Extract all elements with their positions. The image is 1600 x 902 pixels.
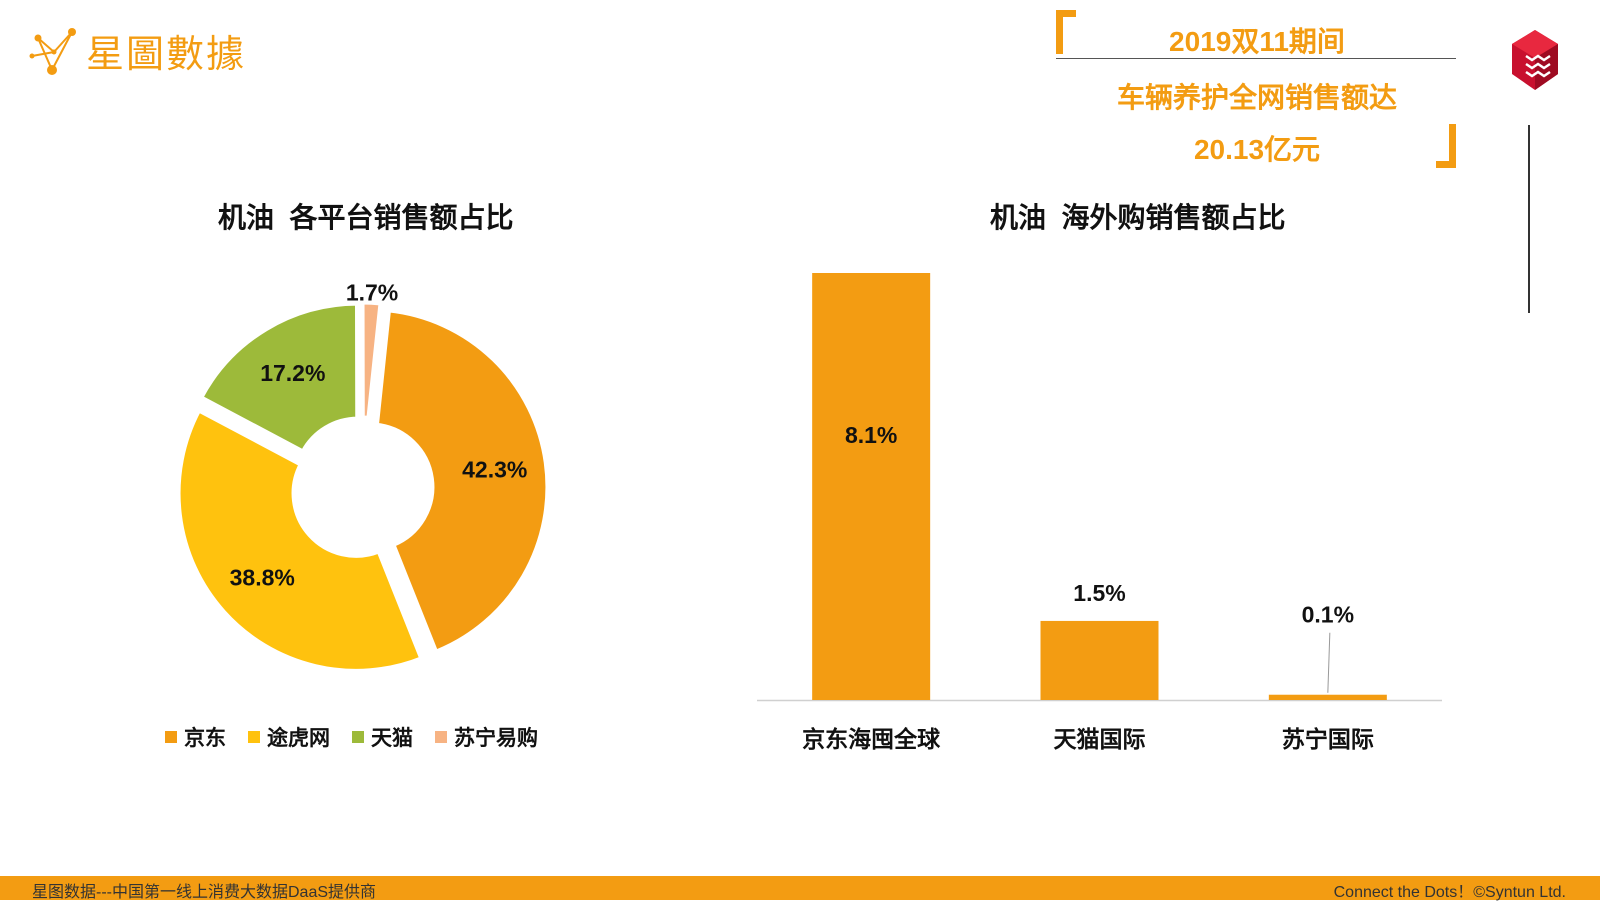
red-cube-logo-icon <box>1512 30 1558 90</box>
legend-swatch <box>352 731 364 743</box>
bar-category-label: 天猫国际 <box>1054 726 1146 752</box>
pie-slice <box>359 299 384 422</box>
pie-slice <box>175 406 426 674</box>
brand-name: 星圖數據 <box>86 33 247 76</box>
bar-value-label: 8.1% <box>845 422 897 448</box>
legend-label: 天猫 <box>371 727 413 750</box>
pie-slice-label: 17.2% <box>260 360 325 386</box>
bar-chart-title: 机油 海外购销售额占比 <box>990 202 1286 233</box>
brand-logo: 星圖數據 <box>28 18 246 82</box>
bar <box>812 273 931 700</box>
bar <box>1040 620 1159 700</box>
legend-swatch <box>248 731 260 743</box>
pie-slice-label: 42.3% <box>462 457 527 483</box>
headline-line-3: 20.13亿元 <box>1193 134 1321 165</box>
bar-value-label: 0.1% <box>1302 602 1354 628</box>
bar-value-label: 1.5% <box>1073 580 1125 606</box>
footer-copyright: Connect the Dots！©Syntun Ltd. <box>1333 884 1566 901</box>
headline-box: 2019双11期间 车辆养护全网销售额达 20.13亿元 <box>1052 8 1462 173</box>
legend-label: 途虎网 <box>267 727 330 750</box>
legend-item-tuhu: 途虎网 <box>248 722 330 752</box>
footer-tagline: 星图数据---中国第一线上消费大数据DaaS提供商 <box>32 884 377 901</box>
pie-chart-title: 机油 各平台销售额占比 <box>218 202 514 233</box>
bar-category-label: 苏宁国际 <box>1282 726 1374 752</box>
pie-slice <box>197 300 361 456</box>
footer-bar: 星图数据---中国第一线上消费大数据DaaS提供商 Connect the Do… <box>0 876 1600 901</box>
pie-legend: 京东 途虎网 天猫 苏宁易购 <box>165 722 538 752</box>
pie-slice-label: 1.7% <box>346 279 398 305</box>
vertical-divider <box>1528 125 1530 313</box>
company-badge <box>1508 28 1562 97</box>
bracket-bottom-right <box>1436 124 1456 168</box>
legend-label: 苏宁易购 <box>454 727 538 750</box>
pie-slice <box>373 307 551 656</box>
headline-line-2: 车辆养护全网销售额达 <box>1116 82 1397 113</box>
headline-line-1: 2019双11期间 <box>1169 26 1345 57</box>
legend-item-jd: 京东 <box>165 722 226 752</box>
legend-item-tmall: 天猫 <box>352 722 413 752</box>
donut-chart: 42.3% 38.8% 17.2% 1.7% <box>175 279 551 674</box>
legend-label: 京东 <box>184 727 226 750</box>
legend-item-suning: 苏宁易购 <box>435 722 538 752</box>
bar <box>1268 694 1387 700</box>
pie-slice-label: 38.8% <box>230 564 295 590</box>
legend-swatch <box>165 731 177 743</box>
constellation-dots-icon <box>29 28 76 75</box>
legend-swatch <box>435 731 447 743</box>
bar-category-label: 京东海囤全球 <box>802 726 941 752</box>
bar-leader-line <box>1327 632 1331 693</box>
bracket-top-left <box>1056 10 1076 54</box>
headline-divider <box>1056 58 1456 59</box>
bar-chart: 8.1% 京东海囤全球 1.5% 天猫国际 0.1% 苏宁国际 <box>757 273 1442 752</box>
